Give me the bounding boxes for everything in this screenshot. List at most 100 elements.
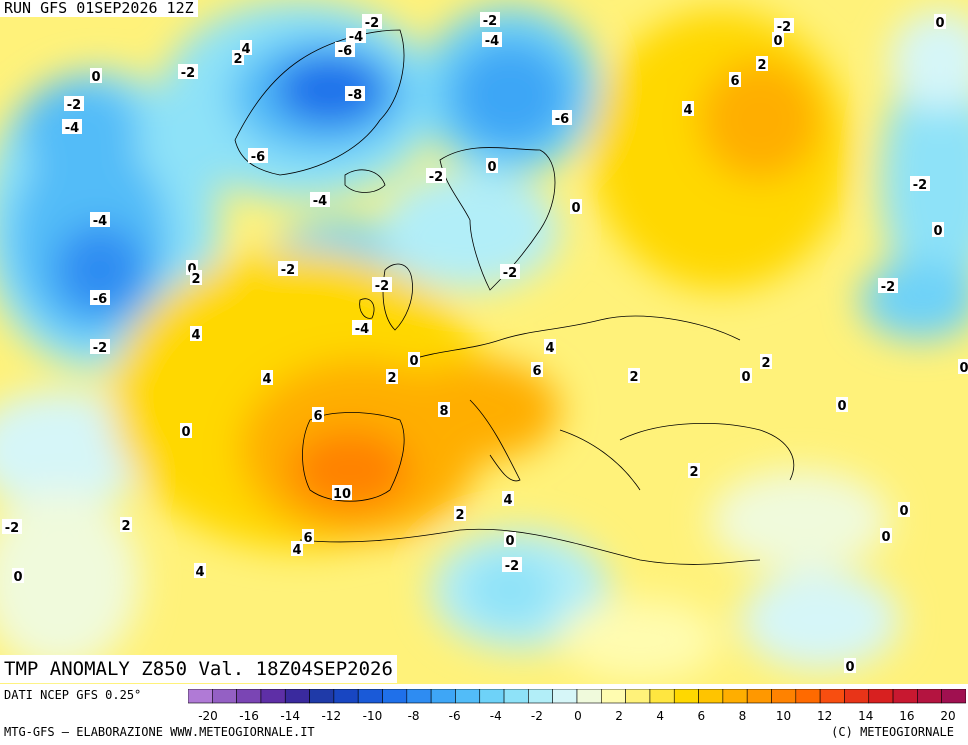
scale-swatch bbox=[260, 689, 286, 704]
svg-text:0: 0 bbox=[91, 70, 100, 85]
anomaly-value-label: 0 bbox=[880, 528, 892, 545]
svg-text:2: 2 bbox=[689, 465, 698, 480]
scale-swatch bbox=[625, 689, 651, 704]
anomaly-value-label: 0 bbox=[772, 32, 784, 49]
svg-text:2: 2 bbox=[387, 371, 396, 386]
svg-text:0: 0 bbox=[935, 16, 944, 31]
scale-tick-label: -14 bbox=[280, 709, 300, 723]
anomaly-value-label: 0 bbox=[408, 352, 420, 369]
svg-text:10: 10 bbox=[333, 487, 351, 502]
anomaly-value-label: -4 bbox=[352, 320, 372, 337]
color-scale-legend: -20 -16 -14 -12 -10 -8 -6 -4 -2 0 2 4 6 8 10 12 14 16 20 bbox=[188, 689, 966, 723]
anomaly-value-label: 0 bbox=[932, 222, 944, 239]
svg-text:0: 0 bbox=[181, 425, 190, 440]
svg-text:4: 4 bbox=[262, 372, 271, 387]
svg-text:4: 4 bbox=[195, 565, 204, 580]
anomaly-value-label: 4 bbox=[240, 40, 252, 57]
scale-swatch bbox=[673, 689, 699, 704]
svg-text:-2: -2 bbox=[93, 341, 107, 356]
run-label: RUN GFS 01SEP2026 12Z bbox=[0, 0, 198, 17]
scale-swatch bbox=[795, 689, 821, 704]
anomaly-value-label: 0 bbox=[740, 368, 752, 385]
svg-text:-2: -2 bbox=[365, 16, 379, 31]
scale-swatch bbox=[649, 689, 675, 704]
scale-tick-label: 20 bbox=[940, 709, 955, 723]
anomaly-value-label: 0 bbox=[844, 658, 856, 675]
anomaly-value-label: 4 bbox=[194, 563, 206, 580]
anomaly-value-label: 0 bbox=[486, 158, 498, 175]
svg-text:-6: -6 bbox=[555, 112, 569, 127]
svg-text:-2: -2 bbox=[503, 266, 517, 281]
svg-text:-2: -2 bbox=[483, 14, 497, 29]
svg-text:-2: -2 bbox=[881, 280, 895, 295]
scale-swatch bbox=[212, 689, 237, 704]
anomaly-value-label: 10 bbox=[332, 485, 352, 502]
anomaly-value-label: 0 bbox=[934, 14, 946, 31]
scale-swatch bbox=[941, 689, 966, 704]
scale-swatch bbox=[503, 689, 529, 704]
svg-text:4: 4 bbox=[241, 42, 250, 57]
svg-text:0: 0 bbox=[13, 570, 22, 585]
anomaly-value-label: -6 bbox=[335, 42, 355, 59]
scale-swatch bbox=[917, 689, 942, 704]
anomaly-value-label: -2 bbox=[178, 64, 198, 81]
svg-text:2: 2 bbox=[121, 519, 130, 534]
svg-text:0: 0 bbox=[187, 262, 196, 277]
anomaly-value-label: 2 bbox=[190, 270, 202, 287]
anomaly-value-label: -2 bbox=[90, 339, 110, 356]
anomaly-value-label: -4 bbox=[346, 28, 366, 45]
anomaly-value-label: 2 bbox=[760, 354, 772, 371]
anomaly-value-label: 2 bbox=[688, 463, 700, 480]
svg-text:-2: -2 bbox=[67, 98, 81, 113]
anomaly-value-label: -2 bbox=[774, 18, 794, 35]
svg-text:-4: -4 bbox=[355, 322, 369, 337]
scale-tick-label: 2 bbox=[615, 709, 623, 723]
scale-tick-label: -8 bbox=[408, 709, 420, 723]
svg-text:4: 4 bbox=[545, 341, 554, 356]
anomaly-value-label: -2 bbox=[878, 278, 898, 295]
svg-text:-4: -4 bbox=[65, 121, 79, 136]
anomaly-value-label: -6 bbox=[90, 290, 110, 307]
anomaly-value-label: 2 bbox=[628, 368, 640, 385]
anomaly-value-label: -2 bbox=[426, 168, 446, 185]
anomaly-value-label: 6 bbox=[729, 72, 741, 89]
scale-swatch bbox=[284, 689, 310, 704]
svg-text:0: 0 bbox=[571, 201, 580, 216]
scale-tick-label: 4 bbox=[656, 709, 664, 723]
anomaly-value-label: 4 bbox=[544, 339, 556, 356]
svg-text:-2: -2 bbox=[505, 559, 519, 574]
anomaly-value-label: 0 bbox=[898, 502, 910, 519]
svg-text:0: 0 bbox=[837, 399, 846, 414]
svg-text:-8: -8 bbox=[348, 88, 362, 103]
anomaly-value-label: 8 bbox=[438, 402, 450, 419]
svg-text:2: 2 bbox=[233, 52, 242, 67]
anomaly-value-label: 0 bbox=[836, 397, 848, 414]
scale-swatch bbox=[528, 689, 553, 704]
scale-tick-label: 8 bbox=[739, 709, 747, 723]
svg-text:4: 4 bbox=[503, 493, 512, 508]
anomaly-value-label: -2 bbox=[278, 261, 298, 278]
svg-text:0: 0 bbox=[933, 224, 942, 239]
anomaly-value-label: -4 bbox=[90, 212, 110, 229]
anomaly-value-label: 4 bbox=[291, 541, 303, 558]
anomaly-value-label: -2 bbox=[910, 176, 930, 193]
scale-swatch bbox=[455, 689, 481, 704]
scale-swatch bbox=[309, 689, 335, 704]
anomaly-value-label: 2 bbox=[120, 517, 132, 534]
anomaly-value-label: 4 bbox=[682, 101, 694, 118]
scale-tick-label: -4 bbox=[490, 709, 502, 723]
scale-tick-label: 14 bbox=[858, 709, 873, 723]
scale-swatch bbox=[552, 689, 578, 704]
scale-swatch bbox=[819, 689, 845, 704]
svg-text:-2: -2 bbox=[913, 178, 927, 193]
scale-tick-label: 16 bbox=[899, 709, 914, 723]
field-label: TMP ANOMALY Z850 Val. 18Z04SEP2026 bbox=[0, 655, 397, 683]
scale-swatch bbox=[746, 689, 772, 704]
anomaly-value-label: -8 bbox=[345, 86, 365, 103]
svg-text:6: 6 bbox=[532, 364, 541, 379]
anomaly-value-label: 4 bbox=[502, 491, 514, 508]
anomaly-value-label: -6 bbox=[248, 148, 268, 165]
svg-text:4: 4 bbox=[191, 328, 200, 343]
anomaly-value-label: -2 bbox=[372, 277, 392, 294]
svg-text:-4: -4 bbox=[313, 194, 327, 209]
